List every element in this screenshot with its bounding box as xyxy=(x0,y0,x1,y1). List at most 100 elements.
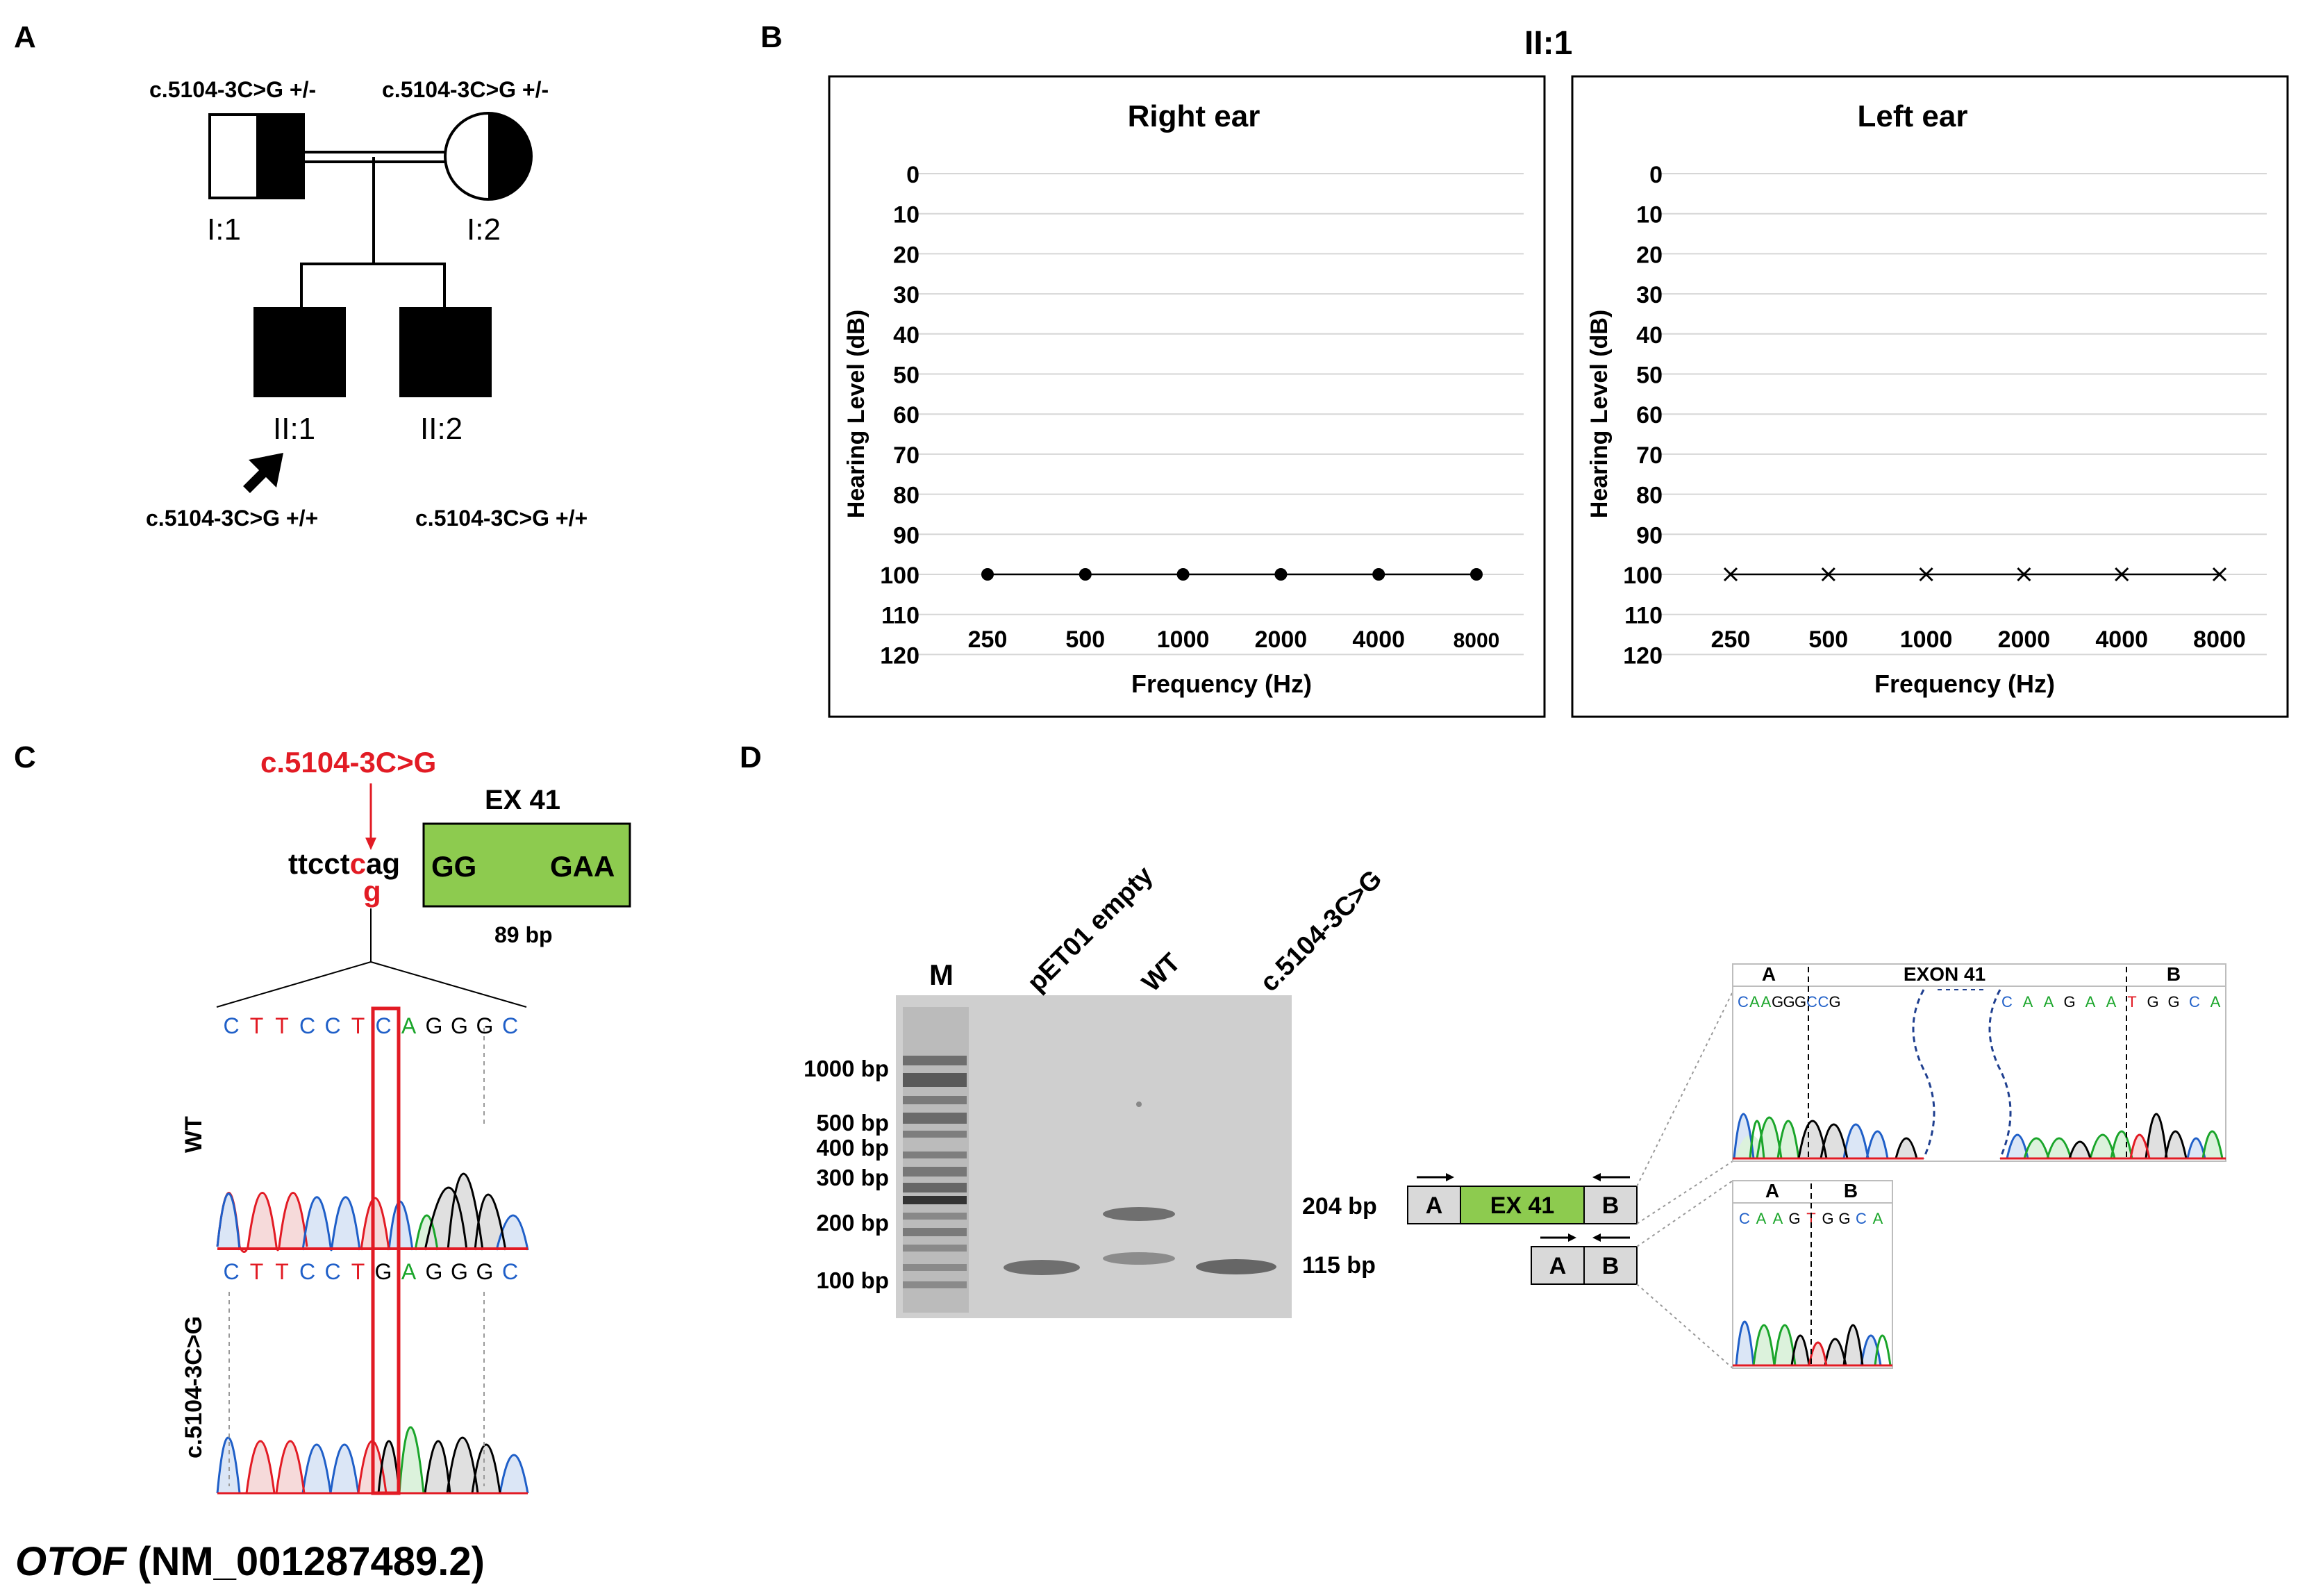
individual-i1-fill xyxy=(256,115,303,198)
base-call: T xyxy=(250,1013,264,1038)
ladder-500: 500 bp xyxy=(816,1110,889,1136)
seq1-head-b: B xyxy=(2167,963,2181,985)
lane-m-label: M xyxy=(929,958,954,991)
base-call: C xyxy=(1806,993,1817,1011)
x-tick-label: 1000 xyxy=(1900,626,1953,653)
y-tick-label: 70 xyxy=(893,442,919,469)
base-call: A xyxy=(1873,1210,1883,1227)
y-tick-label: 90 xyxy=(1636,522,1663,549)
y-axis-label: Hearing Level (dB) xyxy=(1586,310,1613,518)
base-call: G xyxy=(476,1259,494,1284)
base-call: T xyxy=(275,1259,289,1284)
base-call: T xyxy=(275,1013,289,1038)
y-tick-label: 40 xyxy=(893,322,919,349)
base-call: C xyxy=(375,1013,391,1038)
x-tick-label: 250 xyxy=(968,626,1008,653)
x-tick-label: 4000 xyxy=(1352,626,1405,653)
data-point xyxy=(2212,567,2227,582)
exon-41-box xyxy=(422,822,631,908)
base-call: A xyxy=(2044,993,2054,1011)
band-204-label: 204 bp xyxy=(1302,1193,1377,1220)
y-tick-label: 0 xyxy=(1649,162,1663,188)
base-call: A xyxy=(2023,993,2033,1011)
gene-title: OTOF (NM_001287489.2) xyxy=(15,1539,485,1584)
base-call: C xyxy=(299,1013,315,1038)
y-tick-label: 90 xyxy=(893,522,919,549)
y-tick-label: 20 xyxy=(893,242,919,268)
box-a-204-label: A xyxy=(1426,1192,1443,1219)
x-tick-label: 500 xyxy=(1065,626,1105,653)
data-point xyxy=(2115,567,2129,582)
data-point xyxy=(1723,567,1738,582)
base-call: G xyxy=(476,1013,494,1038)
box-b-204 xyxy=(1583,1186,1638,1224)
audiogram-left-ear: Left ear 0 10 20 30 40 50 60 70 80 90 100 110 120 Hear… xyxy=(1571,75,2289,718)
gel-bands xyxy=(903,1007,1276,1313)
base-call: G xyxy=(1822,1210,1833,1227)
base-call: C xyxy=(299,1259,315,1284)
exon-size: 89 bp xyxy=(494,922,553,947)
y-tick-label: 120 xyxy=(1623,642,1663,669)
audiogram-right-ear: Right ear 0 10 20 30 40 50 60 70 80 90 100 110 120 Hea… xyxy=(828,75,1546,718)
intron-seq-2: ag xyxy=(366,847,400,880)
base-call: G xyxy=(2167,993,2179,1011)
variant-highlight-box xyxy=(371,1006,401,1495)
panel-c-letter: C xyxy=(14,740,36,774)
data-point xyxy=(1176,568,1190,581)
data-point xyxy=(1919,567,1933,582)
label-ii2: II:2 xyxy=(420,412,463,446)
base-call: A xyxy=(1756,1210,1767,1227)
base-call: T xyxy=(351,1013,365,1038)
primer-reverse-icon xyxy=(1592,1173,1630,1181)
transcript-id: (NM_001287489.2) xyxy=(126,1539,485,1584)
y-tick-label: 70 xyxy=(1636,442,1663,469)
seq1-head-a: A xyxy=(1762,963,1776,985)
seq2-head-b: B xyxy=(1844,1180,1858,1202)
y-tick-label: 50 xyxy=(893,363,919,389)
base-call: C xyxy=(2001,993,2013,1011)
y-tick-label: 30 xyxy=(893,282,919,308)
base-call: C xyxy=(223,1013,239,1038)
zoom-right xyxy=(370,961,527,1008)
y-tick-label: 80 xyxy=(893,483,919,509)
base-call: A xyxy=(2106,993,2117,1011)
box-ex41 xyxy=(1460,1186,1585,1224)
box-ex41-label: EX 41 xyxy=(1490,1192,1555,1219)
base-call: A xyxy=(2210,993,2221,1011)
seq2-head-a: A xyxy=(1765,1180,1779,1202)
base-call: C xyxy=(324,1013,340,1038)
x-tick-label: 250 xyxy=(1711,626,1751,653)
wt-label: WT xyxy=(181,1116,207,1153)
y-tick-label: 20 xyxy=(1636,242,1663,268)
base-call: A xyxy=(1749,993,1760,1011)
y-tick-label: 120 xyxy=(880,642,919,669)
base-call: G xyxy=(2063,993,2075,1011)
base-call: G xyxy=(1772,993,1783,1011)
x-axis-label: Frequency (Hz) xyxy=(1131,670,1312,698)
base-call: G xyxy=(451,1013,468,1038)
label-i2: I:2 xyxy=(467,213,501,247)
x-tick-label: 500 xyxy=(1808,626,1848,653)
mut-chromatogram xyxy=(216,1426,529,1495)
base-call: G xyxy=(1829,993,1840,1011)
exon-title: EX 41 xyxy=(485,785,560,815)
mut-label: c.5104-3C>G xyxy=(181,1316,207,1458)
chart-frame xyxy=(1571,75,2289,718)
intron-sequence: ttcctcag xyxy=(288,847,400,880)
band-115-label: 115 bp xyxy=(1302,1252,1376,1279)
y-tick-label: 110 xyxy=(1624,603,1663,629)
x-tick-label: 2000 xyxy=(1998,626,2051,653)
zoom-left xyxy=(216,961,372,1008)
box-a-115-label: A xyxy=(1549,1253,1567,1279)
x-tick-label: 8000 xyxy=(1454,629,1500,652)
panel-c: C c.5104-3C>G EX 41 ttcctcag g GG GAA 89… xyxy=(14,740,631,1584)
primer-forward-icon xyxy=(1540,1233,1576,1242)
base-call: G xyxy=(375,1259,392,1284)
base-call: C xyxy=(1738,993,1749,1011)
chart-frame xyxy=(828,75,1546,718)
exon-end: GAA xyxy=(550,850,615,883)
